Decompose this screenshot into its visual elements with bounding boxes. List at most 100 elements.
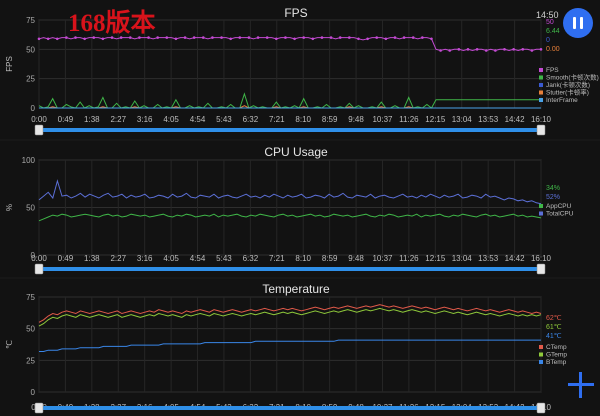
- legend-swatch-1-1: [539, 211, 543, 216]
- series-point-0-0-26: [156, 36, 159, 39]
- x-tick-label-1-7: 5:43: [216, 254, 232, 263]
- series-point-0-0-52: [275, 37, 278, 41]
- range-slider-right-handle-0: [536, 124, 546, 136]
- series-point-0-0-2: [46, 37, 50, 41]
- y-axis-label-0: FPS: [5, 56, 14, 72]
- x-tick-label-0-7: 5:43: [216, 115, 232, 124]
- series-point-0-0-62: [320, 36, 324, 39]
- series-point-0-0-40: [220, 36, 223, 39]
- series-line-0-1: [38, 92, 541, 109]
- series-line-0-0: [38, 37, 541, 52]
- plus-icon-stem: [579, 372, 582, 398]
- x-tick-label-1-19: 16:10: [531, 254, 552, 263]
- series-point-0-0-8: [74, 36, 77, 39]
- x-tick-label-0-1: 0:49: [58, 115, 74, 124]
- series-point-0-0-16: [110, 36, 114, 39]
- x-tick-label-1-5: 4:05: [163, 254, 179, 263]
- series-point-0-0-86: [430, 37, 433, 41]
- x-tick-label-1-10: 8:10: [295, 254, 311, 263]
- series-point-0-0-100: [494, 49, 497, 52]
- legend-label-1-0: AppCPU: [546, 203, 572, 210]
- series-point-0-0-38: [211, 36, 214, 39]
- x-tick-label-0-0: 0:00: [31, 115, 47, 124]
- series-point-0-0-44: [238, 36, 242, 39]
- current-value-1-0: 34%: [546, 185, 560, 192]
- x-tick-label-0-6: 4:54: [190, 115, 206, 124]
- series-point-0-0-76: [384, 37, 388, 41]
- series-point-0-0-46: [247, 36, 251, 39]
- x-tick-label-0-14: 11:26: [399, 115, 419, 124]
- current-value-0-1: 6.44: [546, 28, 560, 35]
- x-tick-label-0-4: 3:16: [137, 115, 153, 124]
- series-point-0-0-34: [192, 36, 196, 39]
- series-point-0-0-4: [55, 37, 59, 41]
- series-point-0-0-50: [265, 36, 269, 39]
- x-tick-label-1-11: 8:59: [322, 254, 338, 263]
- series-point-0-0-110: [539, 48, 543, 51]
- series-point-0-0-106: [521, 48, 525, 51]
- x-tick-label-1-14: 11:26: [399, 254, 419, 263]
- legend-label-0-0: FPS: [546, 67, 559, 74]
- current-value-0-3: 0.00: [546, 46, 560, 53]
- legend-label-0-4: InterFrame: [546, 97, 578, 104]
- y-tick-label-0-3: 75: [26, 16, 35, 25]
- current-value-1-1: 52%: [546, 194, 560, 201]
- series-point-0-0-80: [402, 36, 406, 39]
- x-tick-label-1-0: 0:00: [31, 254, 47, 263]
- x-tick-label-0-17: 13:53: [478, 115, 499, 124]
- series-point-0-0-28: [165, 36, 169, 39]
- series-point-0-0-36: [201, 36, 205, 39]
- y-tick-label-1-0: 0: [31, 251, 36, 260]
- series-point-0-0-12: [92, 36, 96, 39]
- legend-label-2-1: GTemp: [546, 352, 567, 359]
- current-value-0-0: 50: [546, 19, 554, 26]
- legend-label-1-1: TotalCPU: [546, 211, 574, 218]
- legend-swatch-0-4: [539, 98, 543, 102]
- range-slider-right-handle-2: [536, 402, 546, 414]
- legend-swatch-2-2: [539, 360, 543, 364]
- x-tick-label-0-12: 9:48: [348, 115, 364, 124]
- series-point-0-0-18: [119, 36, 123, 39]
- current-value-2-1: 61℃: [546, 324, 562, 331]
- x-tick-label-1-2: 1:38: [84, 254, 100, 263]
- series-point-0-0-104: [512, 48, 515, 51]
- series-point-0-0-54: [284, 36, 287, 39]
- x-tick-label-0-15: 12:15: [425, 115, 446, 124]
- pause-button[interactable]: [563, 8, 593, 38]
- series-line-2-0: [38, 304, 542, 323]
- x-tick-label-0-19: 16:10: [531, 115, 552, 124]
- series-point-0-0-94: [466, 48, 470, 51]
- y-tick-label-0-1: 25: [26, 75, 35, 84]
- series-point-0-0-68: [348, 36, 351, 39]
- series-point-0-0-78: [393, 36, 397, 39]
- legend-label-2-2: BTemp: [546, 359, 567, 366]
- clock-text: 14:50: [536, 10, 559, 20]
- x-tick-label-0-18: 14:42: [505, 115, 526, 124]
- series-point-0-0-56: [293, 37, 296, 41]
- legend-swatch-0-1: [539, 75, 543, 80]
- chart-title-1: CPU Usage: [264, 145, 328, 159]
- x-tick-label-1-17: 13:53: [478, 254, 499, 263]
- series-point-0-0-60: [311, 37, 315, 41]
- y-tick-label-1-2: 100: [22, 156, 36, 165]
- series-point-0-0-32: [183, 36, 187, 39]
- series-point-0-0-70: [357, 37, 360, 41]
- current-value-2-2: 41℃: [546, 333, 562, 340]
- x-tick-label-1-15: 12:15: [425, 254, 446, 263]
- y-tick-label-0-2: 50: [26, 45, 35, 54]
- x-tick-label-1-18: 14:42: [505, 254, 526, 263]
- range-slider-left-handle-0: [34, 124, 44, 136]
- version-watermark: 168版本: [68, 10, 156, 37]
- add-button[interactable]: [568, 372, 594, 398]
- range-slider-left-handle-1: [34, 263, 44, 275]
- series-point-0-0-30: [174, 37, 178, 41]
- series-point-0-0-82: [411, 36, 415, 39]
- legend-label-2-0: CTemp: [546, 344, 567, 351]
- y-tick-label-1-1: 50: [26, 204, 35, 213]
- legend-swatch-2-0: [539, 345, 543, 349]
- y-tick-label-2-1: 25: [26, 356, 35, 365]
- series-point-0-0-108: [530, 49, 534, 52]
- x-tick-label-1-1: 0:49: [58, 254, 74, 263]
- x-tick-label-1-4: 3:16: [137, 254, 153, 263]
